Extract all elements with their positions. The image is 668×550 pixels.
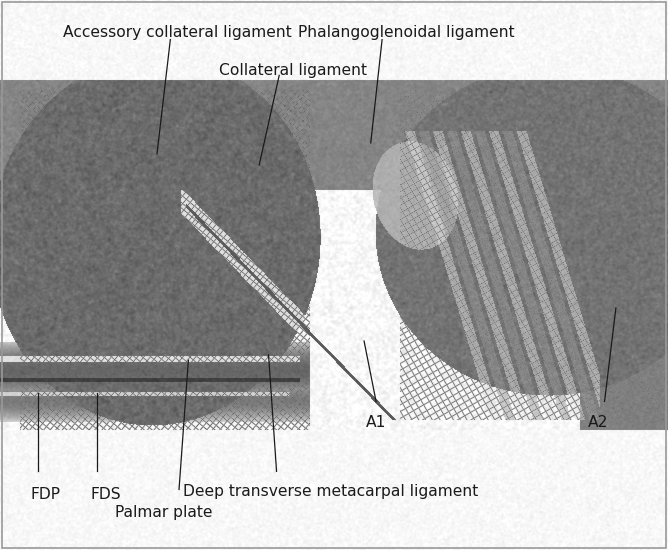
Text: Palmar plate: Palmar plate — [115, 505, 212, 520]
Text: FDP: FDP — [31, 487, 61, 502]
Text: A2: A2 — [588, 415, 608, 430]
Text: FDS: FDS — [90, 487, 121, 502]
Text: A1: A1 — [366, 415, 386, 430]
Text: Deep transverse metacarpal ligament: Deep transverse metacarpal ligament — [183, 484, 478, 499]
Text: Phalangoglenoidal ligament: Phalangoglenoidal ligament — [298, 25, 514, 40]
Text: Accessory collateral ligament: Accessory collateral ligament — [63, 25, 291, 40]
Text: Collateral ligament: Collateral ligament — [218, 63, 367, 78]
